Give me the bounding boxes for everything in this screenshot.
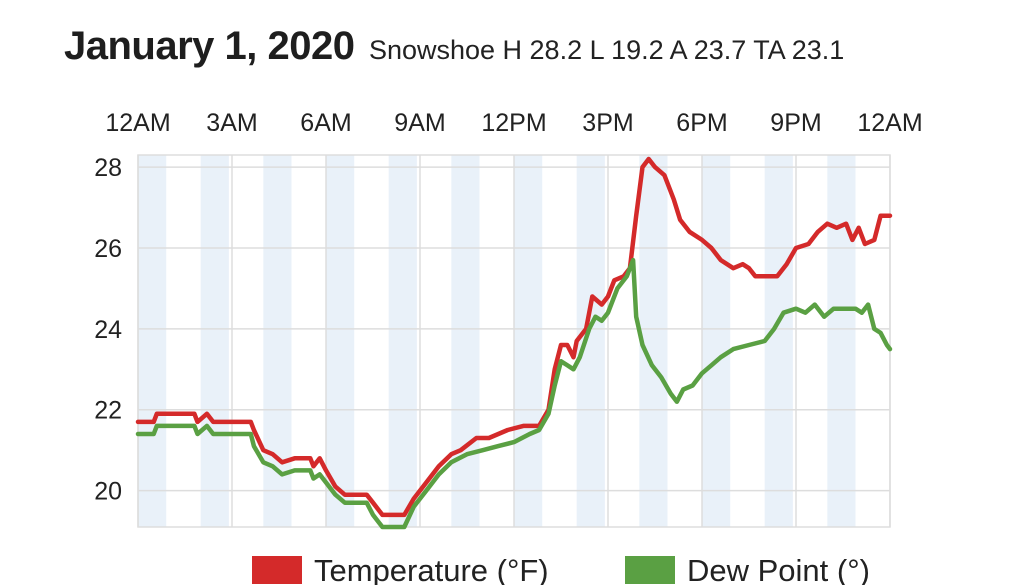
hour-band [388, 155, 417, 527]
chart-header: January 1, 2020 Snowshoe H 28.2 L 19.2 A… [64, 24, 844, 69]
hour-band [514, 155, 543, 527]
hour-band [702, 155, 731, 527]
x-tick-label: 12AM [857, 109, 922, 137]
series-lines [135, 156, 893, 530]
y-tick-label: 22 [94, 397, 122, 425]
x-tick-label: 6AM [300, 109, 351, 137]
hour-bands [138, 155, 856, 527]
x-tick-label: 9PM [770, 109, 821, 137]
y-tick-label: 20 [94, 478, 122, 506]
grid-lines [137, 154, 891, 528]
x-tick-label: 12PM [481, 109, 546, 137]
legend-label: Temperature (°F) [314, 553, 549, 585]
x-tick-label: 6PM [676, 109, 727, 137]
hour-band [451, 155, 480, 527]
legend-swatch [625, 556, 675, 584]
y-tick-label: 26 [94, 235, 122, 263]
y-tick-label: 28 [94, 154, 122, 182]
y-tick-label: 24 [94, 316, 122, 344]
hour-band [326, 155, 355, 527]
x-tick-label: 3PM [582, 109, 633, 137]
hour-band [576, 155, 605, 527]
hour-band [138, 155, 167, 527]
legend-label: Dew Point (°) [687, 553, 870, 585]
x-tick-label: 12AM [105, 109, 170, 137]
y-axis-ticks: 20 22 24 26 28 [94, 154, 122, 505]
dew-point-line [135, 257, 893, 530]
x-tick-label: 3AM [206, 109, 257, 137]
legend-swatch [252, 556, 302, 584]
hour-band [639, 155, 668, 527]
x-axis-ticks: 12AM 3AM 6AM 9AM 12PM 3PM 6PM 9PM 12AM [105, 109, 922, 137]
chart-title: January 1, 2020 [64, 24, 355, 68]
plot-frame [137, 154, 891, 528]
temperature-line [135, 156, 893, 518]
hour-band [200, 155, 229, 527]
x-tick-label: 9AM [394, 109, 445, 137]
hour-band [827, 155, 856, 527]
station-summary: Snowshoe H 28.2 L 19.2 A 23.7 TA 23.1 [368, 35, 845, 65]
legend: Temperature (°F) Dew Point (°) [252, 553, 870, 585]
hour-band [764, 155, 793, 527]
